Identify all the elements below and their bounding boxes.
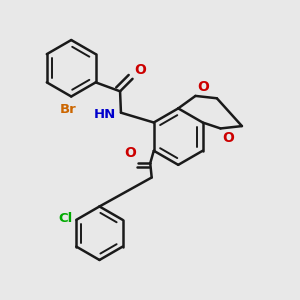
Text: O: O — [222, 131, 234, 145]
Text: O: O — [197, 80, 209, 94]
Text: O: O — [124, 146, 136, 160]
Text: HN: HN — [93, 108, 116, 121]
Text: Br: Br — [60, 103, 76, 116]
Text: O: O — [134, 63, 146, 77]
Text: Cl: Cl — [58, 212, 73, 226]
